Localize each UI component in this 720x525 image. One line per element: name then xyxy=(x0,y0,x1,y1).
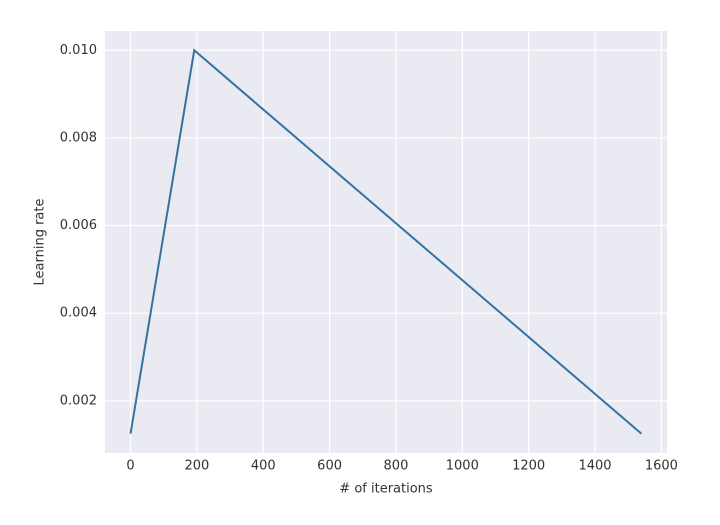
x-tick-label: 0 xyxy=(126,459,134,474)
plot-area xyxy=(105,31,667,453)
x-tick-label: 1400 xyxy=(578,459,611,474)
x-tick-label: 600 xyxy=(317,459,342,474)
x-tick-label: 1600 xyxy=(645,459,678,474)
grid xyxy=(105,31,667,453)
y-axis-label: Learning rate xyxy=(33,199,48,286)
y-tick-label: 0.010 xyxy=(60,43,97,58)
y-tick-label: 0.008 xyxy=(60,130,97,145)
x-tick-label: 1200 xyxy=(512,459,545,474)
x-tick-label: 1000 xyxy=(446,459,479,474)
x-axis-label: # of iterations xyxy=(339,482,433,497)
x-tick-label: 800 xyxy=(384,459,409,474)
x-tick-label: 200 xyxy=(184,459,209,474)
y-tick-label: 0.004 xyxy=(60,306,97,321)
y-tick-label: 0.002 xyxy=(60,393,97,408)
line xyxy=(129,48,643,435)
y-tick-label: 0.006 xyxy=(60,218,97,233)
x-tick-label: 400 xyxy=(251,459,276,474)
